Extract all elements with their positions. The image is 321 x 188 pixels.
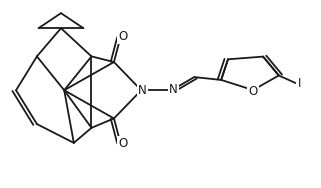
Text: O: O bbox=[248, 85, 258, 98]
Text: O: O bbox=[118, 30, 127, 43]
Text: O: O bbox=[118, 137, 127, 150]
Text: N: N bbox=[169, 83, 178, 96]
Text: N: N bbox=[138, 84, 147, 97]
Text: I: I bbox=[298, 77, 301, 90]
